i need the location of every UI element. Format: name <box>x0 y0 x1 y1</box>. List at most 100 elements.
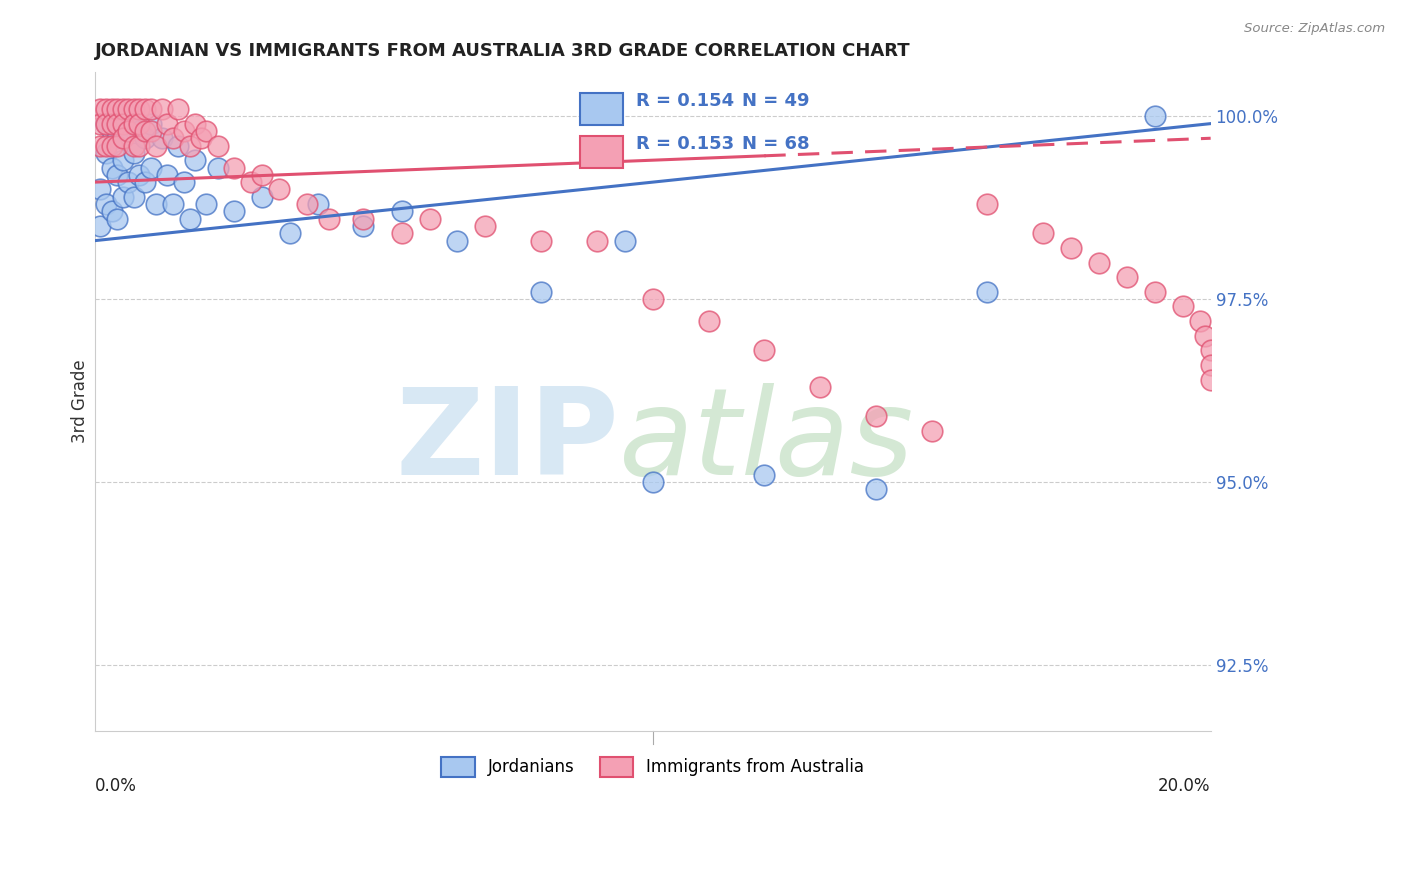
Point <box>173 124 195 138</box>
Point <box>117 102 139 116</box>
Point <box>173 175 195 189</box>
Point <box>754 467 776 482</box>
Point <box>89 117 111 131</box>
Point <box>207 161 229 175</box>
Point <box>224 204 246 219</box>
Point <box>921 424 943 438</box>
Point <box>184 117 207 131</box>
Point <box>641 475 664 489</box>
Point <box>105 131 128 145</box>
Point <box>111 153 134 168</box>
Point <box>111 131 134 145</box>
Point <box>94 117 117 131</box>
Point <box>613 234 636 248</box>
Point <box>808 380 831 394</box>
Point <box>530 285 553 299</box>
Point <box>128 117 150 131</box>
Point <box>318 211 340 226</box>
Text: R = 0.154: R = 0.154 <box>636 93 734 111</box>
Point <box>195 197 218 211</box>
Text: R = 0.153: R = 0.153 <box>636 136 734 153</box>
Point <box>122 102 145 116</box>
Point <box>122 145 145 160</box>
Point <box>156 117 179 131</box>
Point <box>1199 358 1222 372</box>
Point <box>184 153 207 168</box>
Point <box>128 102 150 116</box>
Point <box>122 190 145 204</box>
Point <box>111 117 134 131</box>
Point <box>352 219 374 233</box>
Point <box>352 211 374 226</box>
Point <box>100 161 122 175</box>
Point <box>641 292 664 306</box>
Point <box>1188 314 1211 328</box>
Point <box>111 102 134 116</box>
Point <box>162 131 184 145</box>
FancyBboxPatch shape <box>581 136 623 168</box>
Point <box>224 161 246 175</box>
Point <box>1143 109 1166 123</box>
Point <box>162 197 184 211</box>
Point <box>94 117 117 131</box>
Point <box>250 168 273 182</box>
Point <box>100 117 122 131</box>
Point <box>1199 343 1222 358</box>
Point <box>976 285 998 299</box>
Point <box>865 409 887 424</box>
Point <box>167 138 190 153</box>
Point <box>179 138 201 153</box>
Point <box>134 124 156 138</box>
Point <box>145 197 167 211</box>
Point <box>105 168 128 182</box>
Point <box>391 204 413 219</box>
Point <box>1088 255 1111 269</box>
Point <box>122 138 145 153</box>
Point <box>105 117 128 131</box>
Point <box>117 124 139 138</box>
Text: Source: ZipAtlas.com: Source: ZipAtlas.com <box>1244 22 1385 36</box>
Text: N = 49: N = 49 <box>742 93 810 111</box>
Text: 0.0%: 0.0% <box>94 777 136 795</box>
Point <box>150 102 173 116</box>
Point <box>139 117 162 131</box>
Point <box>1143 285 1166 299</box>
Point <box>156 168 179 182</box>
Point <box>307 197 329 211</box>
FancyBboxPatch shape <box>581 94 623 125</box>
Point <box>128 138 150 153</box>
Point <box>250 190 273 204</box>
Point <box>117 175 139 189</box>
Point <box>1171 300 1194 314</box>
Point <box>89 102 111 116</box>
Point <box>105 211 128 226</box>
Point <box>89 182 111 196</box>
Point <box>94 197 117 211</box>
Point <box>134 175 156 189</box>
Point <box>105 138 128 153</box>
Point <box>278 227 301 241</box>
Point <box>128 168 150 182</box>
Point <box>474 219 496 233</box>
Point <box>391 227 413 241</box>
Text: 20.0%: 20.0% <box>1159 777 1211 795</box>
Point <box>139 102 162 116</box>
Point <box>139 124 162 138</box>
Point <box>207 138 229 153</box>
Point <box>754 343 776 358</box>
Text: JORDANIAN VS IMMIGRANTS FROM AUSTRALIA 3RD GRADE CORRELATION CHART: JORDANIAN VS IMMIGRANTS FROM AUSTRALIA 3… <box>94 42 911 60</box>
Point <box>94 145 117 160</box>
Point <box>100 124 122 138</box>
Point <box>134 102 156 116</box>
Point <box>586 234 609 248</box>
Point <box>195 124 218 138</box>
Point <box>1060 241 1083 255</box>
Point <box>240 175 263 189</box>
Point <box>111 117 134 131</box>
Point <box>122 117 145 131</box>
Point <box>1194 328 1216 343</box>
Point <box>94 102 117 116</box>
Point <box>419 211 441 226</box>
Point <box>976 197 998 211</box>
Point <box>100 138 122 153</box>
